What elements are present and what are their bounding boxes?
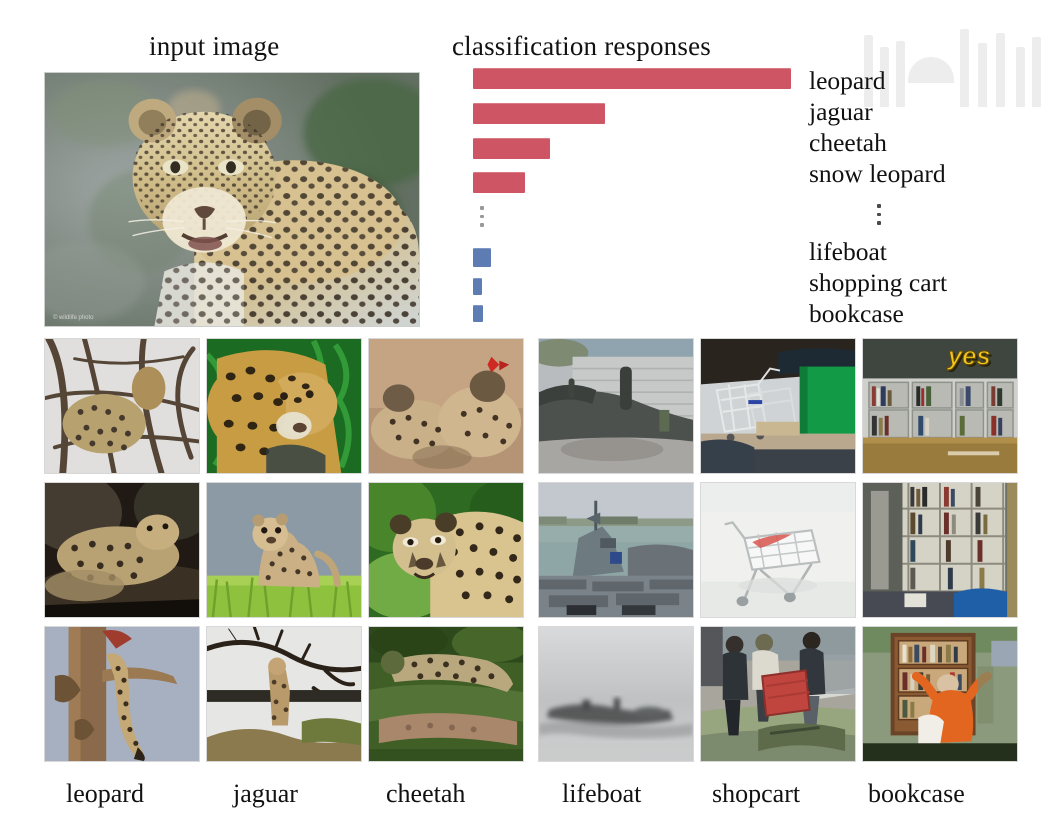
thumbnail-bookcase-2 [862, 482, 1018, 618]
bar-label-cheetah: cheetah [809, 128, 887, 157]
jaguar-on-log-image [207, 627, 361, 761]
bar-snow-leopard [473, 172, 525, 193]
bar-cheetah [473, 138, 550, 159]
harbour-ships-image [539, 483, 693, 617]
bar-leopard [473, 68, 791, 89]
leopard-resting-image [45, 483, 199, 617]
thumbnail-shopping-cart-3 [700, 626, 856, 762]
thumbnail-jaguar-3 [206, 626, 362, 762]
thumbnail-shopping-cart-2 [700, 482, 856, 618]
caption-leopard: leopard [66, 779, 144, 808]
people-with-cart-image [701, 627, 855, 761]
classification-responses-title: classification responses [452, 31, 711, 61]
thumbnail-lifeboat-3 [538, 626, 694, 762]
leopard-in-tree-image [45, 339, 199, 473]
thumbnail-cheetah-1 [368, 338, 524, 474]
bar-label-jaguar: jaguar [809, 97, 873, 126]
bar-jaguar [473, 103, 605, 124]
bar-label-leopard: leopard [809, 66, 886, 95]
caption-cheetah: cheetah [386, 779, 466, 808]
bar-label-snow-leopard: snow leopard [809, 159, 946, 188]
foggy-sea-image [539, 627, 693, 761]
person-at-bookcase-image [863, 627, 1017, 761]
jaguar-in-grass-image [207, 483, 361, 617]
bar-column-ellipsis-icon [480, 206, 484, 232]
input-image-title: input image [149, 31, 280, 61]
cheetah-portrait-image [369, 483, 523, 617]
bar-bookcase [473, 305, 483, 322]
submarine-hull-image [539, 339, 693, 473]
thumbnail-shopping-cart-1 [700, 338, 856, 474]
cheetah-pair-image [369, 339, 523, 473]
thumbnail-bookcase-1: yes yes [862, 338, 1018, 474]
cheetah-prone-image [369, 627, 523, 761]
caption-lifeboat: lifeboat [562, 779, 642, 808]
thumbnail-cheetah-3 [368, 626, 524, 762]
thumbnail-jaguar-2 [206, 482, 362, 618]
leopard-tree-trunk-image [45, 627, 199, 761]
bar-shopping-cart [473, 278, 482, 295]
caption-jaguar: jaguar [233, 779, 298, 808]
white-shopping-cart-image [701, 483, 855, 617]
bar-label-shopping-cart: shopping cart [809, 268, 948, 297]
bookcase-studio-image: yes yes [863, 339, 1017, 473]
shopping-carts-yard-image [701, 339, 855, 473]
bar-label-bookcase: bookcase [809, 299, 904, 328]
jaguar-foliage-image [207, 339, 361, 473]
thumbnail-lifeboat-2 [538, 482, 694, 618]
thumbnail-leopard-3 [44, 626, 200, 762]
thumbnail-cheetah-2 [368, 482, 524, 618]
bar-label-lifeboat: lifeboat [809, 237, 887, 266]
thumbnail-bookcase-3 [862, 626, 1018, 762]
yes-overlay-text: yes [946, 343, 991, 371]
thumbnail-leopard-2 [44, 482, 200, 618]
thumbnail-jaguar-1 [206, 338, 362, 474]
leopard-photo-illustration: © wildlife photo [45, 73, 419, 326]
yes-overlay-shadow: yes [948, 345, 993, 373]
classification-response-barchart: leopard jaguar cheetah snow leopard life… [473, 62, 1033, 332]
input-image-photo: © wildlife photo [44, 72, 420, 327]
left-thumbnail-grid [44, 338, 524, 762]
thumbnail-leopard-1 [44, 338, 200, 474]
library-interior-image [863, 483, 1017, 617]
caption-shopcart: shopcart [712, 779, 801, 808]
caption-bookcase: bookcase [868, 779, 965, 808]
svg-text:© wildlife photo: © wildlife photo [53, 314, 94, 321]
right-thumbnail-grid: yes yes [538, 338, 1018, 762]
thumbnail-lifeboat-1 [538, 338, 694, 474]
bar-lifeboat [473, 248, 491, 267]
label-column-ellipsis-icon [877, 204, 881, 230]
